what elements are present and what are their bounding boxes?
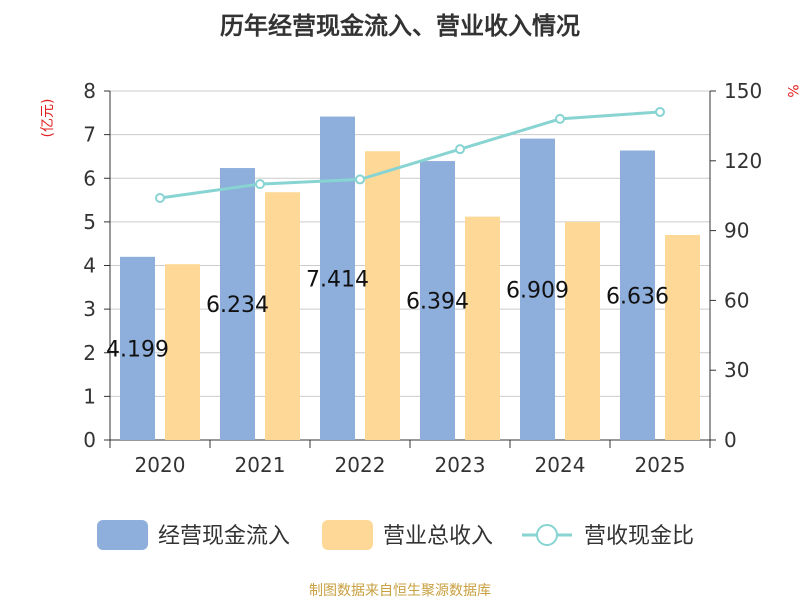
y-left-tick-label: 3 bbox=[83, 297, 96, 321]
legend-label-revenue: 营业总收入 bbox=[383, 524, 493, 549]
data-label: 6.636 bbox=[606, 284, 669, 309]
line-point bbox=[555, 113, 565, 124]
y-left-tick-label: 5 bbox=[83, 210, 96, 234]
bar-cash-inflow bbox=[520, 138, 555, 440]
y-right-tick-label: 150 bbox=[724, 79, 762, 103]
bar-cash-inflow bbox=[420, 161, 455, 440]
legend-marker-cash-ratio bbox=[536, 524, 558, 546]
data-label: 7.414 bbox=[306, 267, 369, 292]
y-right-tick-label: 120 bbox=[724, 149, 762, 173]
legend-label-cash-inflow: 经营现金流入 bbox=[158, 524, 290, 549]
bar-cash-inflow bbox=[320, 116, 355, 441]
x-tick-label: 2021 bbox=[235, 453, 286, 477]
y-right-tick-label: 30 bbox=[724, 358, 749, 382]
y-left-axis-label: (亿元) bbox=[40, 99, 56, 138]
bar-revenue bbox=[465, 216, 500, 440]
bar-revenue bbox=[665, 234, 700, 440]
bar-revenue bbox=[565, 221, 600, 440]
legend-label-cash-ratio: 营收现金比 bbox=[584, 524, 694, 549]
y-left-tick-label: 8 bbox=[83, 79, 96, 103]
y-left-tick-label: 4 bbox=[83, 254, 96, 278]
x-tick-label: 2020 bbox=[135, 453, 186, 477]
data-label: 6.394 bbox=[406, 290, 469, 315]
bar-revenue bbox=[365, 151, 400, 440]
bar-cash-inflow bbox=[220, 168, 255, 440]
y-left-tick-label: 7 bbox=[83, 123, 96, 147]
y-left-tick-label: 1 bbox=[83, 384, 96, 408]
bar-revenue bbox=[165, 264, 200, 440]
y-right-tick-label: 60 bbox=[724, 288, 749, 312]
y-left-tick-label: 6 bbox=[83, 166, 96, 190]
y-left-tick-label: 0 bbox=[83, 428, 96, 452]
bar-cash-inflow bbox=[620, 150, 655, 440]
y-right-tick-label: 90 bbox=[724, 219, 749, 243]
data-label: 6.234 bbox=[206, 293, 269, 318]
x-tick-label: 2024 bbox=[535, 453, 586, 477]
legend-swatch-cash-inflow bbox=[97, 520, 148, 550]
y-left-tick-label: 2 bbox=[83, 341, 96, 365]
x-tick-label: 2022 bbox=[335, 453, 386, 477]
bar-cash-inflow bbox=[120, 256, 155, 440]
line-point bbox=[355, 174, 365, 185]
data-label: 4.199 bbox=[106, 337, 169, 362]
bar-revenue bbox=[265, 192, 300, 440]
legend-swatch-revenue bbox=[322, 520, 373, 550]
line-point bbox=[155, 193, 165, 204]
y-right-axis-label: % bbox=[784, 84, 800, 97]
x-tick-label: 2025 bbox=[635, 453, 686, 477]
source-note: 制图数据来自恒生聚源数据库 bbox=[309, 583, 491, 599]
data-label: 6.909 bbox=[506, 278, 569, 303]
x-tick-label: 2023 bbox=[435, 453, 486, 477]
line-point bbox=[255, 179, 265, 190]
line-point bbox=[655, 106, 665, 117]
chart-title: 历年经营现金流入、营业收入情况 bbox=[220, 12, 580, 40]
y-right-tick-label: 0 bbox=[724, 428, 737, 452]
line-cash-ratio bbox=[159, 110, 661, 200]
line-point bbox=[455, 144, 465, 155]
